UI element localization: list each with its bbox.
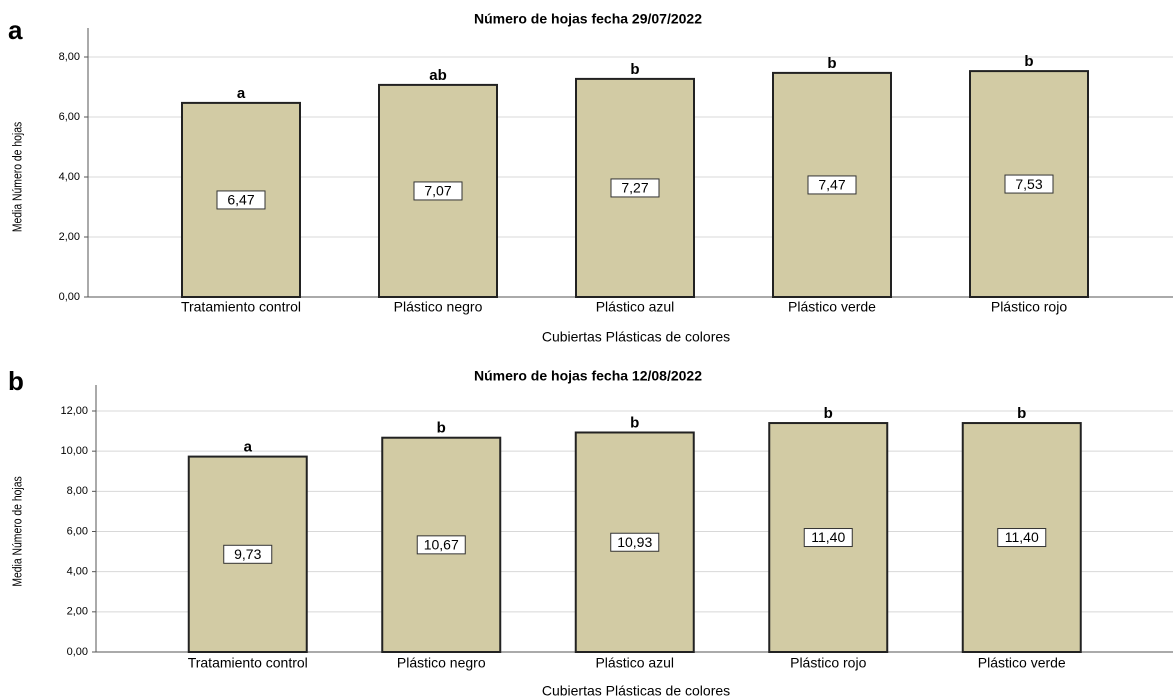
y-tick-label: 6,00 — [59, 111, 80, 123]
significance-letter: b — [630, 414, 639, 431]
x-tick-label: Plástico verde — [788, 299, 876, 315]
value-label-box — [610, 532, 660, 552]
x-tick-label: Plástico azul — [596, 299, 675, 315]
y-tick-label: 2,00 — [67, 606, 88, 618]
y-axis-label: Media Número de hojas — [10, 476, 24, 586]
y-tick-label: 8,00 — [67, 485, 88, 497]
significance-letter: ab — [429, 67, 447, 84]
y-tick-label: 10,00 — [60, 445, 88, 457]
y-tick-label: 4,00 — [59, 171, 80, 183]
value-label: 10,67 — [424, 537, 459, 553]
value-label: 11,40 — [811, 529, 845, 545]
panel-label: a — [8, 15, 23, 45]
x-tick-label: Plástico azul — [595, 655, 674, 671]
value-label: 7,07 — [424, 183, 451, 199]
y-tick-label: 8,00 — [59, 51, 80, 63]
value-label-box — [803, 528, 853, 548]
x-axis-label: Cubiertas Plásticas de colores — [542, 329, 730, 345]
significance-letter: b — [824, 405, 833, 422]
x-tick-label: Tratamiento control — [188, 655, 308, 671]
value-label: 10,93 — [617, 534, 652, 550]
panel-label: b — [8, 366, 24, 396]
value-label: 9,73 — [234, 546, 261, 562]
value-label: 7,53 — [1015, 176, 1042, 192]
value-label-box — [807, 175, 857, 195]
value-label-box — [413, 181, 463, 201]
value-label-box — [416, 535, 466, 555]
value-label: 6,47 — [227, 192, 254, 208]
value-label: 7,47 — [818, 177, 845, 193]
significance-letter: b — [1024, 53, 1033, 70]
chart-title: Número de hojas fecha 12/08/2022 — [474, 368, 702, 384]
value-label-box — [610, 178, 660, 198]
x-tick-label: Tratamiento control — [181, 299, 301, 315]
significance-letter: a — [237, 85, 246, 102]
value-label-box — [997, 528, 1047, 548]
x-tick-label: Plástico negro — [394, 299, 483, 315]
value-label-box — [223, 544, 273, 564]
y-tick-label: 2,00 — [59, 231, 80, 243]
x-axis-label: Cubiertas Plásticas de colores — [542, 683, 730, 699]
y-axis-label: Media Número de hojas — [10, 122, 24, 232]
x-tick-label: Plástico rojo — [991, 299, 1067, 315]
significance-letter: b — [630, 61, 639, 78]
y-tick-label: 12,00 — [60, 405, 88, 417]
value-label: 11,40 — [1005, 529, 1039, 545]
y-tick-label: 6,00 — [67, 525, 88, 537]
significance-letter: b — [1017, 405, 1026, 422]
significance-letter: b — [827, 55, 836, 72]
x-tick-label: Plástico negro — [397, 655, 486, 671]
y-tick-label: 0,00 — [67, 646, 88, 658]
value-label-box — [216, 190, 266, 210]
value-label-box — [1004, 174, 1054, 194]
value-label: 7,27 — [621, 180, 648, 196]
significance-letter: a — [244, 439, 253, 456]
x-tick-label: Plástico verde — [978, 655, 1066, 671]
x-tick-label: Plástico rojo — [790, 655, 866, 671]
y-tick-label: 0,00 — [59, 291, 80, 303]
chart-title: Número de hojas fecha 29/07/2022 — [474, 11, 702, 27]
y-tick-label: 4,00 — [67, 566, 88, 578]
significance-letter: b — [437, 420, 446, 437]
